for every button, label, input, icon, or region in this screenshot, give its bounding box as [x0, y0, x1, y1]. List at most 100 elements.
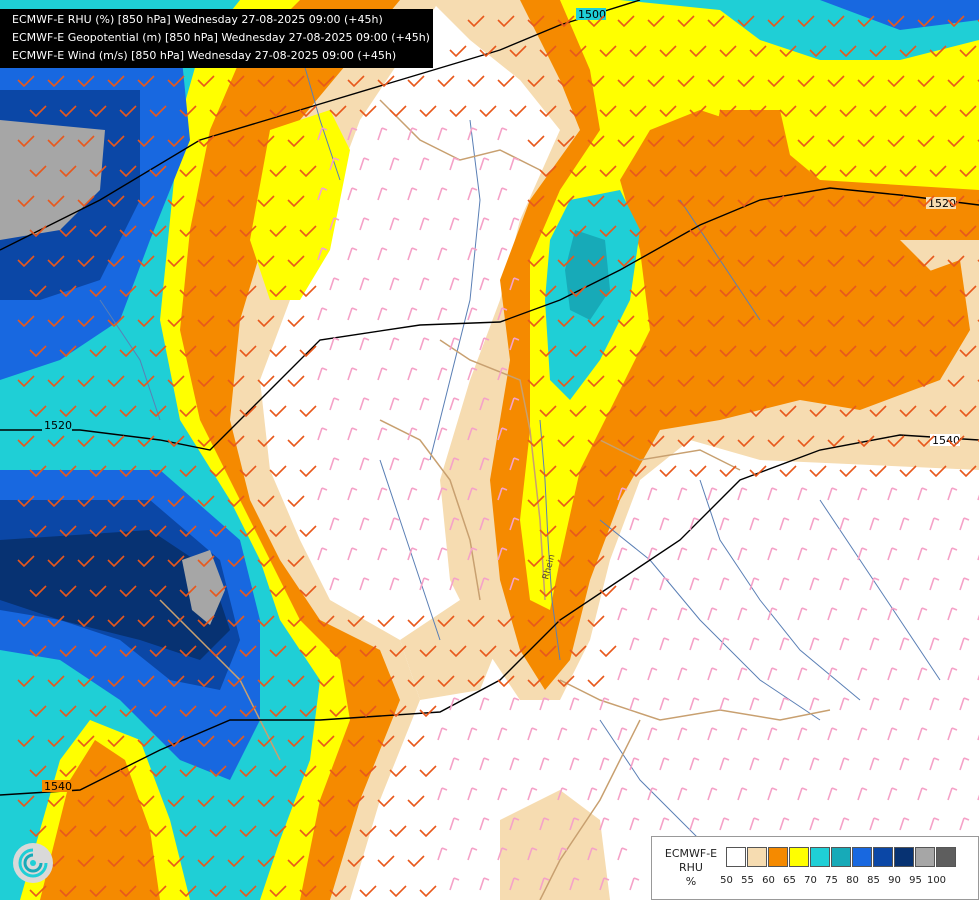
- wind-barb: [659, 817, 670, 831]
- wind-barb: [329, 705, 347, 718]
- wind-barb: [407, 795, 425, 808]
- wind-barb: [407, 735, 425, 748]
- wind-barb: [659, 165, 677, 178]
- wind-barb: [479, 45, 497, 58]
- wind-barb: [167, 375, 185, 388]
- wind-barb: [167, 735, 185, 748]
- wind-barb: [407, 615, 425, 628]
- wind-barb: [839, 817, 850, 831]
- wind-barb: [779, 105, 797, 118]
- wind-barb: [599, 225, 617, 238]
- wind-barb: [89, 405, 107, 418]
- wind-barb: [317, 427, 328, 441]
- wind-barb: [947, 435, 965, 448]
- header-rhu: ECMWF-E RHU (%) [850 hPa] Wednesday 27-0…: [12, 13, 383, 26]
- wind-barb: [797, 315, 815, 328]
- wind-barb: [407, 547, 418, 561]
- wind-barb: [107, 195, 125, 208]
- wind-barb: [359, 105, 377, 118]
- wind-barb: [467, 547, 478, 561]
- legend-swatch: [915, 847, 935, 867]
- wind-barb: [167, 255, 185, 268]
- wind-barb: [209, 405, 227, 418]
- wind-barb: [497, 847, 508, 861]
- wind-barb: [557, 375, 575, 388]
- wind-barb: [569, 585, 587, 598]
- wind-barb: [959, 45, 977, 58]
- wind-barb: [707, 667, 718, 681]
- wind-barb: [437, 787, 448, 801]
- wind-barb: [29, 345, 47, 358]
- wind-barb: [317, 795, 335, 808]
- wind-barb: [17, 75, 35, 88]
- wind-barb: [239, 405, 257, 418]
- wind-barb: [167, 615, 185, 628]
- wind-barb: [449, 105, 467, 118]
- wind-barb: [869, 405, 887, 418]
- wind-barb: [557, 135, 575, 148]
- wind-barb: [47, 735, 65, 748]
- wind-barb: [479, 697, 490, 711]
- wind-barb: [617, 255, 635, 268]
- wind-barb: [887, 135, 905, 148]
- wind-barb: [17, 435, 35, 448]
- wind-barb: [929, 285, 947, 298]
- wind-barb: [389, 705, 407, 718]
- wind-barb: [779, 465, 797, 478]
- wind-barb: [539, 345, 557, 358]
- wind-barb: [569, 757, 580, 771]
- wind-barb: [737, 667, 748, 681]
- legend-label: 70: [804, 875, 817, 886]
- wind-barb: [587, 495, 605, 508]
- wind-barb: [479, 397, 490, 411]
- wind-barb: [107, 615, 125, 628]
- wind-barb: [839, 637, 850, 651]
- wind-barb: [917, 435, 935, 448]
- wind-barb: [929, 105, 947, 118]
- wind-barb: [749, 517, 760, 531]
- wind-barb: [257, 735, 275, 748]
- wind-barb: [857, 607, 868, 621]
- wind-barb: [197, 255, 215, 268]
- wind-barb: [407, 247, 418, 261]
- wind-barb: [467, 307, 478, 321]
- wind-barb: [287, 195, 305, 208]
- wind-barb: [497, 367, 508, 381]
- wind-barb: [767, 667, 778, 681]
- wind-barb: [797, 787, 808, 801]
- wind-barb: [839, 285, 857, 298]
- wind-barb: [839, 345, 857, 358]
- wind-barb: [737, 195, 755, 208]
- wind-barb: [317, 855, 335, 868]
- wind-barb: [677, 315, 695, 328]
- wind-barb: [587, 727, 598, 741]
- wind-barb: [707, 547, 718, 561]
- wind-barb: [659, 637, 670, 651]
- wind-barb: [587, 195, 605, 208]
- wind-barb: [617, 547, 628, 561]
- wind-barb: [77, 675, 95, 688]
- wind-barb: [647, 195, 665, 208]
- wind-barb: [557, 847, 568, 861]
- wind-barb: [227, 255, 245, 268]
- wind-barb: [497, 127, 508, 141]
- legend-swatch: [852, 847, 872, 867]
- wind-barb: [389, 277, 400, 291]
- wind-barb: [197, 615, 215, 628]
- wind-barb: [647, 135, 665, 148]
- wind-barb: [137, 255, 155, 268]
- wind-barb: [839, 225, 857, 238]
- wind-barb: [599, 165, 617, 178]
- wind-barb: [377, 675, 395, 688]
- wind-barb: [779, 405, 797, 418]
- wind-barb: [839, 465, 857, 478]
- wind-barb: [767, 607, 778, 621]
- wind-barb: [419, 825, 437, 838]
- wind-barb: [257, 675, 275, 688]
- wind-barb: [527, 847, 538, 861]
- wind-barb: [29, 165, 47, 178]
- wind-barb: [587, 375, 605, 388]
- wind-barb: [929, 165, 947, 178]
- wind-barb: [857, 75, 875, 88]
- wind-barb: [809, 517, 820, 531]
